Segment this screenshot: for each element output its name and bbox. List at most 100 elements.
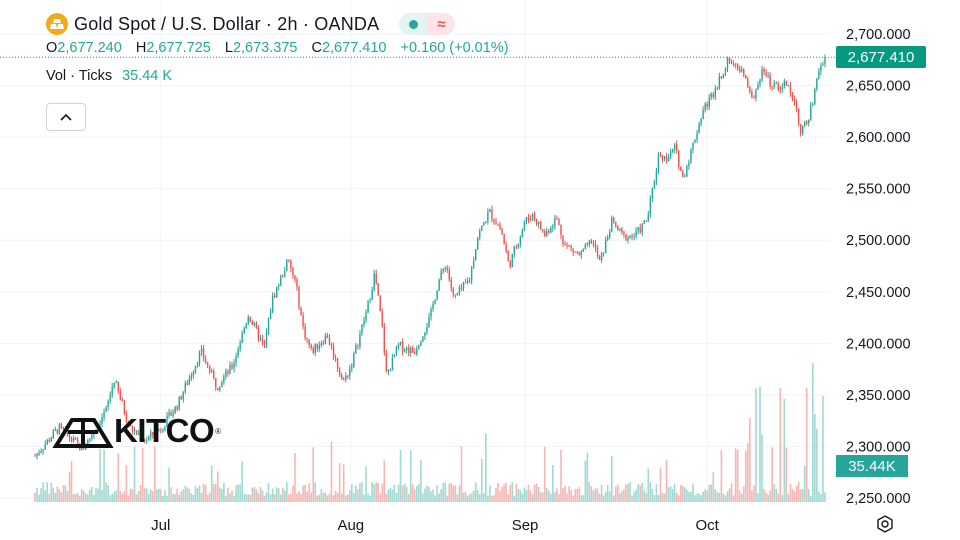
candle-body [121, 399, 124, 402]
candle-body [217, 387, 219, 390]
candle-body [223, 376, 225, 383]
volume-bar [730, 483, 733, 502]
candle-body [680, 166, 682, 171]
volume-bar [62, 485, 65, 502]
candles [34, 54, 826, 460]
candle-body [489, 209, 491, 213]
candle-body [359, 333, 361, 347]
volume-bar [446, 495, 449, 502]
volume-bar [596, 488, 599, 502]
volume-bar [805, 387, 808, 502]
volume-bar [472, 490, 475, 502]
volume-bar [661, 492, 664, 502]
volume-bar [556, 488, 558, 502]
candle-body [580, 251, 583, 256]
candle-body [373, 273, 375, 290]
volume-bar [531, 493, 534, 502]
candle-body [267, 318, 270, 333]
candle-body [460, 287, 463, 289]
volume-bar [253, 487, 256, 502]
candle-body [36, 453, 38, 456]
volume-bar [190, 493, 193, 502]
candle-body [511, 254, 513, 268]
volume-bar [292, 485, 294, 502]
volume-bar [495, 487, 497, 502]
candle-body [440, 270, 442, 281]
candle-body [617, 226, 619, 231]
candle-body [62, 427, 65, 430]
candle-body [107, 401, 109, 408]
candle-body [584, 244, 587, 250]
candle-body [196, 363, 199, 366]
candle-body [643, 220, 645, 224]
volume-bar [629, 482, 631, 502]
low-value: 2,673.375 [232, 40, 298, 56]
volume-bar [781, 495, 784, 502]
x-tick-label: Sep [512, 517, 539, 534]
candle-body [647, 214, 650, 222]
volume-bar [405, 486, 408, 502]
candle-body [385, 352, 388, 372]
candle-body [135, 430, 138, 434]
candle-body [799, 123, 802, 134]
volume-bar [158, 488, 160, 502]
candle-body [637, 227, 639, 231]
candle-body [158, 430, 160, 432]
symbol-title[interactable]: Gold Spot / U.S. Dollar · 2h · OANDA [74, 13, 380, 34]
chevron-up-icon [60, 113, 72, 121]
volume-bar [294, 453, 296, 502]
change-value: +0.160 (+0.01%) [400, 40, 509, 56]
volume-bar [381, 483, 384, 502]
volume-bar [194, 485, 197, 502]
volume-value: 35.44 K [122, 68, 173, 84]
collapse-legend-button[interactable] [46, 103, 86, 131]
market-status-pill[interactable]: ≈ [399, 13, 456, 35]
y-tick-label: 2,650.000 [846, 79, 911, 95]
volume-bar [160, 489, 162, 502]
volume-bar [367, 493, 369, 502]
wave-icon: ≈ [427, 13, 456, 35]
volume-bar [249, 494, 252, 502]
candle-body [818, 71, 820, 79]
candle-body [284, 270, 286, 277]
candle-body [791, 92, 794, 99]
volume-bar [586, 452, 589, 502]
volume-bar [797, 482, 800, 502]
volume-bar [594, 488, 597, 502]
x-tick-label: Aug [337, 517, 364, 534]
candle-body [91, 435, 93, 439]
candle-body [141, 439, 144, 441]
candle-body [292, 268, 294, 276]
candle-body [479, 230, 481, 238]
candle-body [706, 103, 708, 107]
volume-legend[interactable]: Vol · Ticks 35.44 K [46, 68, 519, 84]
volume-bar [91, 487, 93, 502]
y-tick-label: 2,400.000 [846, 336, 911, 352]
candle-body [576, 251, 578, 253]
candle-body [184, 383, 187, 393]
volume-bar [763, 489, 765, 502]
volume-bar [121, 493, 124, 502]
volume-bar [740, 493, 743, 502]
candle-body [60, 424, 63, 428]
volume-bar [353, 492, 355, 502]
volume-bar [375, 482, 377, 502]
candle-body [125, 413, 128, 422]
candle-body [673, 144, 676, 150]
volume-bar [525, 489, 528, 502]
volume-bar [263, 495, 266, 502]
settings-gear-icon[interactable] [875, 514, 895, 534]
volume-bar [448, 483, 451, 502]
volume-bar [519, 490, 522, 502]
volume-bar [164, 489, 166, 502]
volume-bar [328, 493, 331, 502]
volume-bar [239, 484, 241, 502]
candle-body [334, 357, 337, 359]
volume-bar [216, 471, 219, 502]
candle-body [322, 343, 325, 345]
candle-body [763, 68, 765, 73]
candle-body [615, 221, 617, 227]
volume-bar [383, 460, 386, 502]
volume-bar [54, 492, 57, 502]
